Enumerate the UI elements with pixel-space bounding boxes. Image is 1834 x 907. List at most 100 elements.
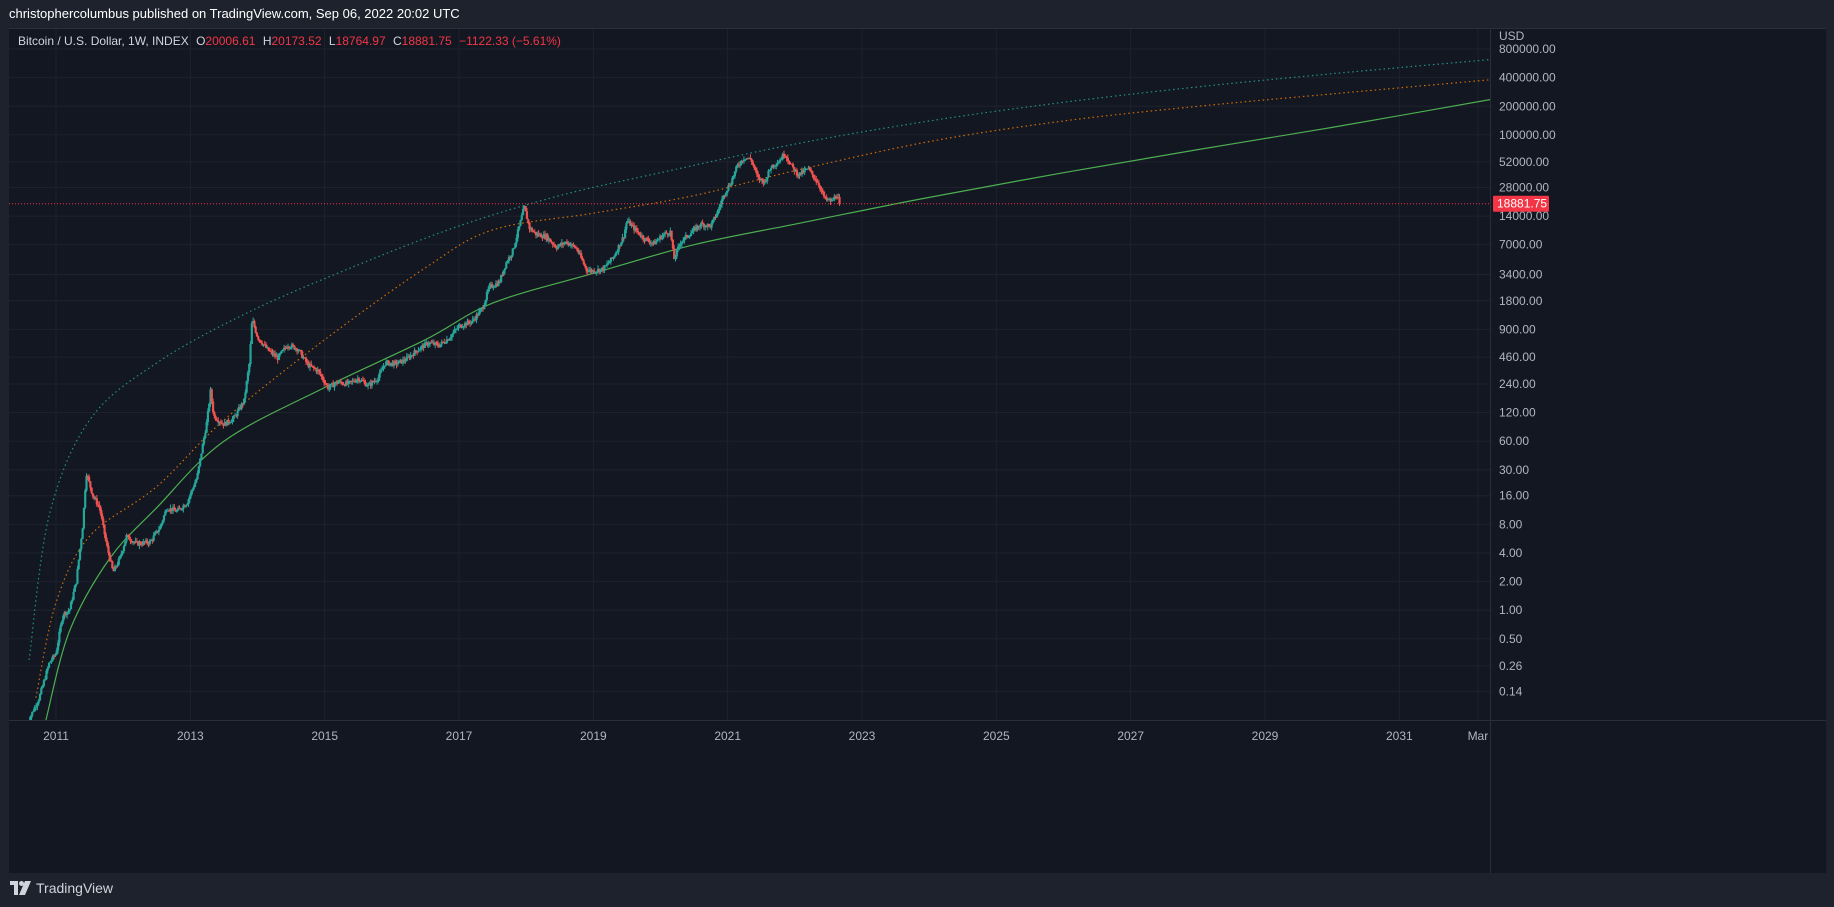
candle-body: [669, 230, 672, 235]
candle-body: [276, 355, 279, 360]
candle-body: [438, 345, 441, 348]
candle-body: [440, 341, 443, 345]
candle-body: [168, 510, 171, 512]
candle-body: [248, 364, 251, 373]
candle-body: [262, 344, 265, 346]
candle-body: [572, 244, 575, 246]
tradingview-brand[interactable]: TradingView: [10, 880, 113, 896]
candle-body: [831, 199, 835, 201]
candle-body: [613, 255, 616, 258]
candle-body: [81, 528, 84, 539]
candle-body: [99, 507, 102, 514]
candle-body: [524, 206, 527, 212]
candle-body: [767, 170, 770, 177]
candle-body: [512, 247, 516, 249]
candle-body: [441, 341, 445, 343]
candle-body: [813, 178, 817, 180]
candle-body: [382, 366, 385, 370]
candle-body: [293, 345, 296, 350]
candle-body: [147, 543, 150, 545]
candle-body: [69, 601, 73, 610]
candle-body: [545, 234, 548, 239]
x-tick-label: 2015: [311, 729, 338, 743]
candle-body: [652, 241, 655, 243]
candle-body: [193, 482, 197, 488]
candle-body: [696, 225, 699, 231]
candle-body: [602, 267, 605, 271]
candle-body: [559, 244, 562, 246]
candle-body: [643, 239, 646, 241]
candle-body: [621, 237, 624, 243]
candle-body: [764, 180, 768, 182]
candle-body: [791, 163, 795, 168]
y-tick-label: 16.00: [1499, 489, 1529, 503]
price-chart-svg[interactable]: 800000.00 400000.00 200000.00 100000.00 5200…: [9, 29, 1826, 874]
candle-body: [527, 219, 530, 223]
y-tick-label: 1.00: [1499, 603, 1523, 617]
candle-body: [666, 233, 669, 235]
candle-body: [497, 281, 500, 286]
candle-body: [427, 343, 430, 346]
candle-body: [600, 267, 603, 270]
candle-body: [560, 242, 563, 246]
candle-body: [771, 164, 774, 169]
candle-body: [286, 346, 290, 349]
legend-high-value: 20173.52: [271, 34, 322, 48]
candle-body: [536, 233, 539, 236]
candle-body: [347, 381, 350, 384]
candle-body: [503, 268, 507, 271]
candle-body: [164, 511, 167, 516]
candle-body: [713, 216, 716, 220]
candle-body: [324, 383, 327, 385]
candle-body: [808, 167, 811, 170]
candle-body: [142, 541, 145, 545]
candle-body: [131, 541, 135, 543]
candle-body: [432, 342, 436, 345]
candle-body: [355, 380, 358, 383]
candle-body: [285, 347, 288, 349]
candle-body: [156, 530, 159, 533]
candle-body: [605, 263, 609, 266]
candle-body: [657, 239, 660, 241]
candle-body: [762, 180, 765, 184]
candle-body: [448, 338, 451, 341]
candle-body: [188, 495, 191, 500]
candle-body: [169, 508, 172, 511]
candle-body: [454, 329, 458, 331]
candle-body: [328, 387, 331, 390]
candle-body: [453, 329, 456, 333]
candle-body: [160, 523, 163, 527]
candle-body: [87, 476, 91, 482]
candle-body: [689, 233, 693, 237]
candle-body: [728, 185, 731, 187]
candle-body: [213, 412, 216, 417]
candle-body: [283, 347, 286, 350]
y-tick-label: 60.00: [1499, 434, 1529, 448]
candle-body: [90, 487, 93, 494]
candle-body: [240, 403, 243, 409]
candle-body: [54, 654, 57, 657]
candle-body: [533, 231, 536, 233]
candle-body: [117, 558, 120, 565]
candle-body: [252, 321, 255, 324]
candle-body: [505, 262, 508, 269]
candle-body: [385, 361, 388, 366]
candle-body: [376, 381, 379, 383]
candle-body: [55, 650, 58, 655]
candle-body: [308, 364, 312, 368]
candle-body: [135, 541, 138, 543]
candle-body: [465, 323, 468, 326]
candle-body: [686, 235, 689, 238]
candle-body: [670, 230, 673, 240]
candle-body: [727, 185, 730, 191]
candle-body: [722, 195, 725, 200]
candle-body: [98, 504, 101, 508]
candle-body: [201, 443, 204, 454]
candle-body: [68, 609, 71, 612]
candle-body: [343, 384, 346, 386]
candle-body: [554, 245, 557, 248]
chart-pane[interactable]: 800000.00 400000.00 200000.00 100000.00 5200…: [9, 28, 1826, 874]
candle-body: [417, 350, 420, 353]
candle-body: [58, 631, 61, 643]
candle-body: [354, 381, 357, 383]
